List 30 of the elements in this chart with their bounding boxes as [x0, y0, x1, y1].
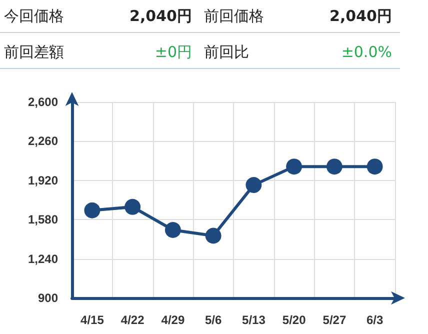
text: 前回差額 [4, 42, 64, 62]
point [246, 177, 262, 194]
y-tick-label: 1,920 [28, 173, 58, 188]
text: 2,040円 [330, 6, 392, 26]
point [286, 158, 302, 175]
x-tick-label: 5/20 [282, 313, 306, 327]
x-tick-label: 5/6 [204, 313, 222, 327]
point [205, 228, 222, 244]
text: 今回価格 [4, 6, 64, 26]
y-tick-label: 1,580 [28, 212, 58, 227]
x-tick-label: 5/13 [242, 313, 266, 327]
text: 前回比 [204, 42, 249, 62]
y-tick-label: 900 [38, 291, 58, 305]
x-tick-label: 4/15 [80, 313, 104, 327]
x-tick-label: 4/29 [161, 313, 185, 327]
y-tick-label: 2,600 [28, 95, 58, 109]
y-tick-label: 2,260 [28, 134, 58, 148]
text: ±0円 [154, 42, 192, 62]
point [164, 222, 181, 238]
x-tick-label: 6/3 [366, 313, 384, 327]
point [84, 202, 100, 218]
text: 前回価格 [204, 6, 264, 26]
point [326, 158, 342, 175]
point [366, 158, 383, 175]
x-tick-label: 4/22 [120, 313, 145, 327]
point [124, 198, 141, 215]
text: ±0.0% [341, 42, 392, 62]
y-tick-label: 1,240 [28, 252, 58, 266]
x-tick-label: 5/27 [322, 313, 346, 327]
text: 2,040円 [130, 6, 192, 26]
